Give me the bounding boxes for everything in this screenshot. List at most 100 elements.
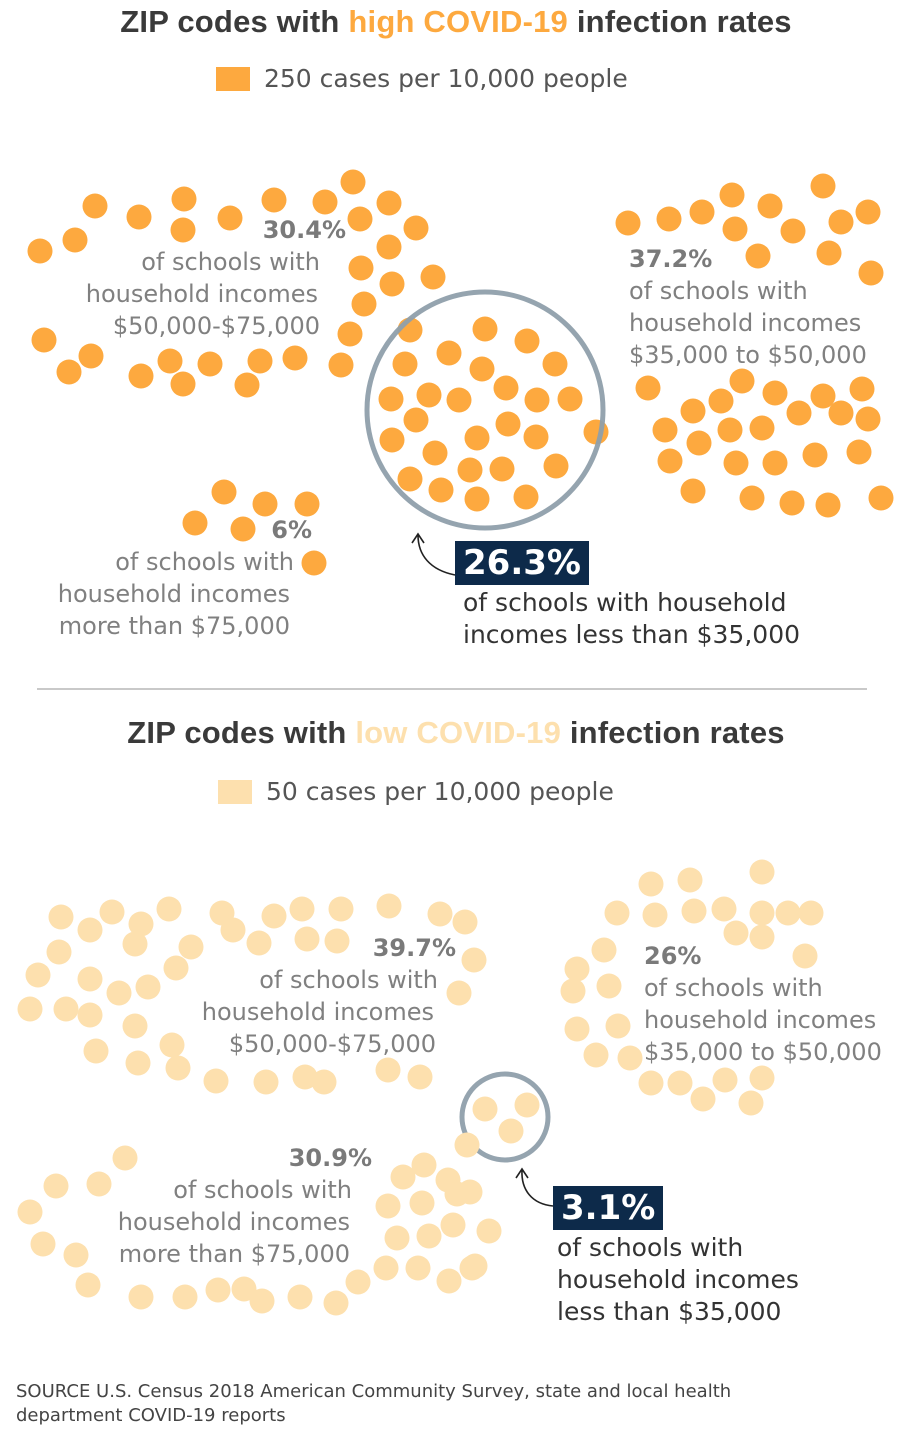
dot-high-under-35k: [524, 387, 550, 413]
pct-value: 39.7%: [372, 934, 456, 962]
dot-low-50-75k: [324, 928, 350, 954]
dot-low-50-75k: [407, 1064, 433, 1090]
dot-low-50-75k: [122, 1013, 148, 1039]
dot-low-35-50k: [798, 900, 824, 926]
dot-high-under-35k: [416, 382, 442, 408]
dot-low-75k-plus: [409, 1190, 435, 1216]
low-group-35-50k-label: 26% of schools with household incomes $3…: [644, 940, 882, 1068]
dot-low-35-50k: [738, 1090, 764, 1116]
dot-low-35-50k: [617, 1045, 643, 1071]
dot-high-50-75k: [171, 186, 197, 212]
dot-low-35-50k: [642, 902, 668, 928]
dot-low-50-75k: [289, 896, 315, 922]
dot-low-35-50k: [564, 956, 590, 982]
dot-high-50-75k: [217, 205, 243, 231]
dot-low-35-50k: [596, 973, 622, 999]
dot-low-50-75k: [294, 926, 320, 952]
title-prefix: ZIP codes with: [127, 715, 356, 750]
label-line: household incomes: [117, 1208, 350, 1236]
dot-low-75k-plus: [323, 1290, 349, 1316]
dot-high-under-35k: [495, 411, 521, 437]
dot-low-50-75k: [311, 1069, 337, 1095]
dot-low-50-75k: [292, 1064, 318, 1090]
dot-high-35-50k: [708, 388, 734, 414]
low-legend-label: 50 cases per 10,000 people: [266, 777, 614, 806]
dot-low-50-75k: [375, 1057, 401, 1083]
dot-high-35-50k: [729, 368, 755, 394]
dot-low-75k-plus: [86, 1171, 112, 1197]
dot-high-35-50k: [762, 380, 788, 406]
dot-high-under-35k: [464, 425, 490, 451]
high-group-75k-plus-label: 6% of schools with household incomes mor…: [10, 514, 312, 642]
dot-high-50-75k: [128, 363, 154, 389]
label-line: household incomes: [644, 1006, 877, 1034]
dot-low-75k-plus: [231, 1276, 257, 1302]
dot-high-35-50k: [686, 430, 712, 456]
dot-high-35-50k: [816, 240, 842, 266]
dot-low-50-75k: [452, 909, 478, 935]
dot-high-under-35k: [397, 466, 423, 492]
dot-low-75k-plus: [476, 1218, 502, 1244]
dot-low-50-75k: [83, 1038, 109, 1064]
label-line: household incomes: [201, 998, 434, 1026]
callout-line: less than $35,000: [557, 1297, 782, 1326]
dot-high-35-50k: [745, 243, 771, 269]
source-note: SOURCE U.S. Census 2018 American Communi…: [16, 1380, 731, 1428]
label-line: $50,000-$75,000: [228, 1030, 436, 1058]
label-line: $35,000 to $50,000: [644, 1038, 882, 1066]
high-legend: 250 cases per 10,000 people: [216, 64, 628, 93]
dot-high-under-35k: [446, 387, 472, 413]
dot-high-under-35k: [436, 340, 462, 366]
dot-low-35-50k: [591, 937, 617, 963]
dot-high-35-50k: [635, 375, 661, 401]
dot-high-75k-plus: [230, 516, 256, 542]
dot-low-35-50k: [792, 943, 818, 969]
label-line: of schools with: [115, 548, 294, 576]
dot-low-35-50k: [667, 1070, 693, 1096]
label-line: $35,000 to $50,000: [629, 341, 867, 369]
dot-high-50-75k: [403, 215, 429, 241]
dot-high-75k-plus: [182, 510, 208, 536]
dot-low-75k-plus: [75, 1272, 101, 1298]
dot-high-35-50k: [652, 417, 678, 443]
dot-high-under-35k: [428, 477, 454, 503]
dot-high-under-35k: [422, 440, 448, 466]
high-group-35-50k-label: 37.2% of schools with household incomes …: [629, 243, 867, 371]
dot-high-50-75k: [31, 327, 57, 353]
dot-high-35-50k: [680, 478, 706, 504]
dot-high-35-50k: [815, 492, 841, 518]
dot-low-75k-plus: [30, 1231, 56, 1257]
dot-low-under-35k: [498, 1118, 524, 1144]
dot-high-under-35k: [392, 351, 418, 377]
highlight-ring: [364, 289, 606, 531]
dot-low-50-75k: [165, 1055, 191, 1081]
highlight-ring: [459, 1071, 551, 1163]
dot-high-under-35k: [457, 457, 483, 483]
label-line: of schools with: [141, 248, 320, 276]
pct-value: 6%: [271, 516, 312, 544]
dot-low-35-50k: [638, 1070, 664, 1096]
dot-low-75k-plus: [17, 1199, 43, 1225]
pct-value: 37.2%: [629, 245, 713, 273]
dot-high-35-50k: [722, 216, 748, 242]
dot-low-50-75k: [178, 934, 204, 960]
dot-low-75k-plus: [444, 1181, 470, 1207]
pct-value: 30.4%: [262, 216, 346, 244]
dot-high-under-35k: [378, 386, 404, 412]
dot-low-50-75k: [125, 1050, 151, 1076]
title-highlight: high COVID-19: [348, 4, 568, 39]
dot-high-35-50k: [656, 206, 682, 232]
low-legend-swatch: [218, 779, 252, 804]
dot-low-75k-plus: [416, 1223, 442, 1249]
dot-low-75k-plus: [411, 1152, 437, 1178]
high-legend-swatch: [216, 66, 250, 91]
dot-high-50-75k: [376, 234, 402, 260]
dot-low-50-75k: [461, 947, 487, 973]
dot-low-50-75k: [246, 930, 272, 956]
dot-low-35-50k: [583, 1042, 609, 1068]
dot-high-under-35k: [379, 427, 405, 453]
dot-high-50-75k: [282, 345, 308, 371]
dot-low-75k-plus: [112, 1145, 138, 1171]
high-group-50-75k-label: 30.4% of schools with household incomes …: [20, 214, 346, 342]
